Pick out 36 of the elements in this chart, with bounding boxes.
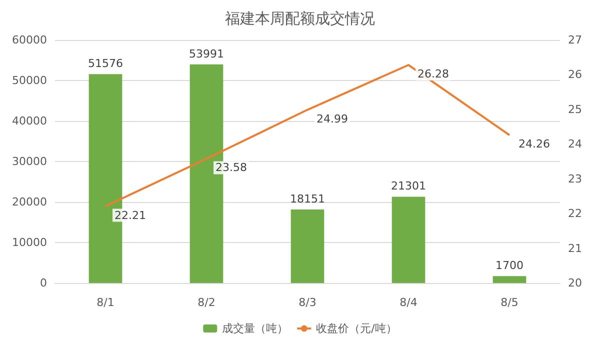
legend-label: 收盘价（元/吨） (316, 322, 397, 335)
legend-label: 成交量（吨） (222, 322, 288, 335)
y2-tick-label: 22 (568, 207, 582, 220)
data-label: 21301 (391, 180, 426, 193)
chart-title: 福建本周配额成交情况 (225, 10, 375, 28)
y-tick-label: 60000 (12, 34, 47, 46)
y2-tick-label: 23 (568, 172, 582, 186)
x-tick-label: 8/1 (96, 296, 114, 309)
x-tick-label: 8/3 (298, 296, 316, 309)
y-tick-label: 40000 (12, 114, 47, 128)
data-label: 1700 (496, 259, 524, 272)
bar (392, 196, 426, 283)
y2-tick-label: 20 (568, 276, 582, 290)
y-tick-label: 0 (40, 276, 47, 290)
bar (290, 209, 324, 283)
y-tick-label: 10000 (12, 236, 47, 249)
bar (492, 276, 526, 283)
data-label: 18151 (290, 192, 325, 206)
x-tick-label: 8/2 (198, 296, 216, 309)
y2-tick-label: 24 (568, 138, 582, 151)
data-label: 51576 (88, 57, 123, 70)
x-tick-label: 8/5 (500, 296, 518, 309)
y2-tick-label: 27 (568, 34, 582, 46)
y2-tick-label: 25 (568, 102, 582, 116)
y2-tick-label: 21 (568, 242, 582, 255)
data-label: 22.21 (114, 208, 146, 222)
data-label: 24.26 (518, 138, 550, 151)
data-label: 26.28 (418, 67, 449, 80)
y-tick-label: 50000 (12, 74, 47, 87)
data-label: 24.99 (316, 112, 348, 126)
x-tick-label: 8/4 (400, 296, 418, 309)
data-label: 53991 (189, 47, 224, 60)
y-tick-label: 30000 (12, 155, 47, 168)
data-label: 23.58 (216, 161, 247, 174)
y2-tick-label: 26 (568, 68, 582, 82)
y-tick-label: 20000 (12, 196, 47, 208)
